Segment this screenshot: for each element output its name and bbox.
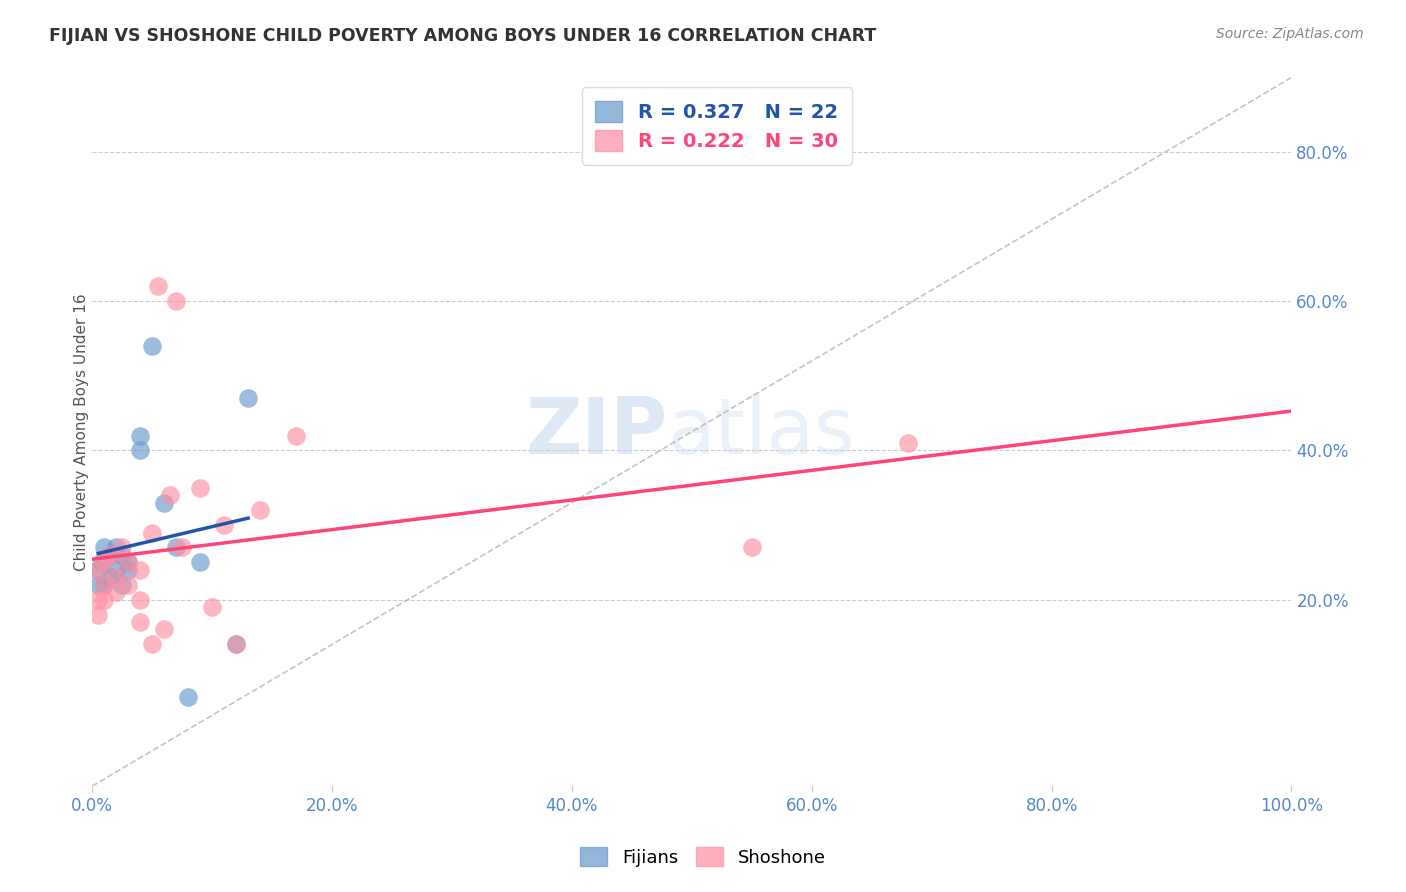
- Point: [111, 548, 134, 562]
- Point: [201, 600, 224, 615]
- Point: [90, 555, 112, 569]
- Point: [117, 578, 139, 592]
- Point: [141, 525, 163, 540]
- Point: [105, 570, 128, 584]
- Point: [741, 541, 763, 555]
- Point: [93, 578, 115, 592]
- Point: [165, 541, 187, 555]
- Y-axis label: Child Poverty Among Boys Under 16: Child Poverty Among Boys Under 16: [73, 293, 89, 571]
- Point: [98, 548, 121, 562]
- Point: [177, 690, 200, 704]
- Point: [897, 436, 920, 450]
- Point: [117, 563, 139, 577]
- Point: [129, 592, 152, 607]
- Text: Source: ZipAtlas.com: Source: ZipAtlas.com: [1216, 27, 1364, 41]
- Point: [117, 555, 139, 569]
- Point: [153, 623, 176, 637]
- Point: [188, 481, 211, 495]
- Point: [98, 548, 121, 562]
- Point: [111, 541, 134, 555]
- Point: [87, 563, 110, 577]
- Point: [93, 541, 115, 555]
- Text: FIJIAN VS SHOSHONE CHILD POVERTY AMONG BOYS UNDER 16 CORRELATION CHART: FIJIAN VS SHOSHONE CHILD POVERTY AMONG B…: [49, 27, 876, 45]
- Point: [87, 578, 110, 592]
- Point: [188, 555, 211, 569]
- Point: [87, 592, 110, 607]
- Point: [98, 570, 121, 584]
- Point: [141, 637, 163, 651]
- Point: [87, 607, 110, 622]
- Point: [159, 488, 181, 502]
- Point: [117, 555, 139, 569]
- Point: [225, 637, 247, 651]
- Point: [141, 339, 163, 353]
- Text: atlas: atlas: [668, 393, 855, 470]
- Point: [105, 585, 128, 599]
- Point: [129, 615, 152, 629]
- Point: [285, 428, 308, 442]
- Point: [172, 541, 194, 555]
- Point: [105, 541, 128, 555]
- Legend: R = 0.327   N = 22, R = 0.222   N = 30: R = 0.327 N = 22, R = 0.222 N = 30: [582, 87, 852, 164]
- Point: [153, 496, 176, 510]
- Point: [236, 391, 259, 405]
- Point: [93, 578, 115, 592]
- Point: [93, 592, 115, 607]
- Point: [87, 563, 110, 577]
- Point: [105, 563, 128, 577]
- Point: [111, 578, 134, 592]
- Point: [165, 294, 187, 309]
- Point: [146, 279, 169, 293]
- Point: [129, 563, 152, 577]
- Legend: Fijians, Shoshone: Fijians, Shoshone: [574, 840, 832, 874]
- Text: ZIP: ZIP: [526, 393, 668, 470]
- Point: [93, 555, 115, 569]
- Point: [212, 518, 235, 533]
- Point: [129, 428, 152, 442]
- Point: [129, 443, 152, 458]
- Point: [249, 503, 271, 517]
- Point: [225, 637, 247, 651]
